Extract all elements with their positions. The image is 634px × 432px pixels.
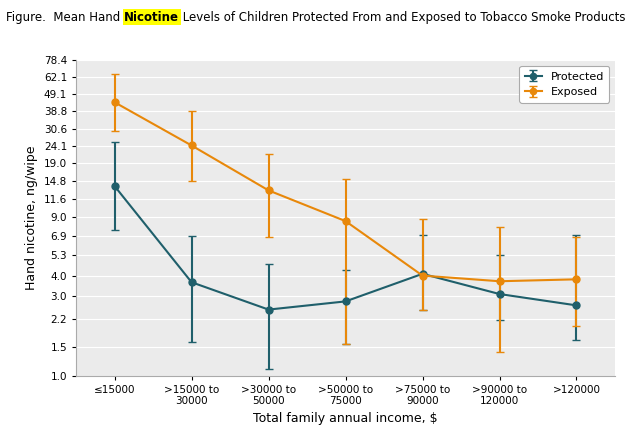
Text: Nicotine: Nicotine: [124, 11, 179, 24]
X-axis label: Total family annual income, $: Total family annual income, $: [253, 412, 438, 425]
Legend: Protected, Exposed: Protected, Exposed: [519, 66, 609, 103]
Y-axis label: Hand nicotine, ng/wipe: Hand nicotine, ng/wipe: [25, 146, 38, 290]
Text: Figure.  Mean Hand: Figure. Mean Hand: [6, 11, 124, 24]
Text: Levels of Children Protected From and Exposed to Tobacco Smoke Products: Levels of Children Protected From and Ex…: [179, 11, 626, 24]
